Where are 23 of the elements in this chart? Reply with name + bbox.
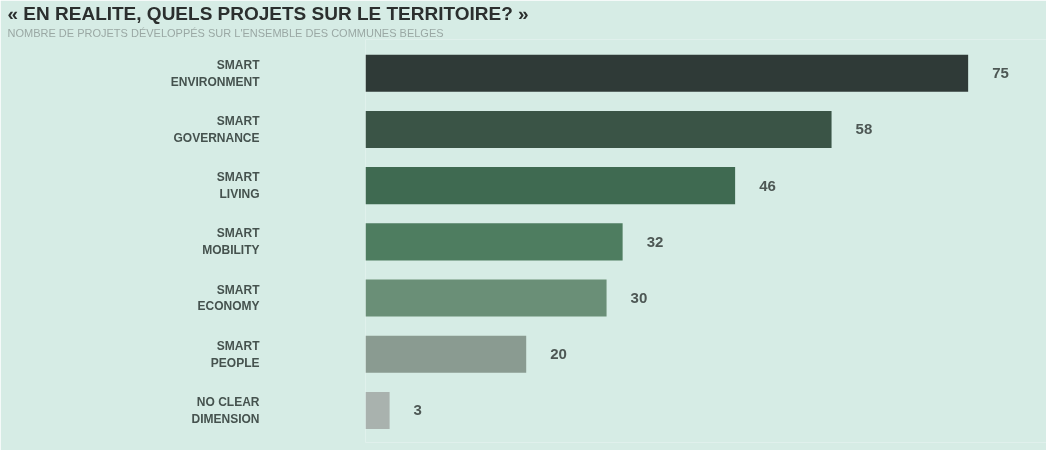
bar: [365, 54, 969, 92]
data-label: 32: [646, 232, 664, 250]
bar: [365, 110, 832, 148]
y-tick-label: SMART ECONOMY: [197, 282, 261, 314]
text: NOMBRE DE PROJETS DÉVELOPPÉS SUR L'ENSEMBLE DES COMMUNES BELGES: [7, 26, 444, 39]
y-tick-label: SMART GOVERNANCE: [173, 114, 261, 145]
bar: [365, 223, 623, 261]
data-label: 58: [855, 120, 873, 138]
y-tick-label: SMART MOBILITY: [202, 226, 261, 258]
bar: [365, 279, 607, 317]
y-tick-label: SMART ENVIRONMENT: [170, 57, 261, 89]
bar: [365, 167, 736, 205]
y-tick-label: SMART LIVING: [216, 170, 261, 202]
data-label: 46: [759, 176, 776, 194]
y-tick-label: SMART PEOPLE: [210, 338, 261, 370]
chart-title: « EN REALITE, QUELS PROJETS SUR LE TERRITOIRE? »: [7, 2, 529, 24]
bar: [365, 335, 527, 373]
data-label: 3: [413, 401, 422, 419]
data-label: 20: [550, 345, 567, 363]
bar: [365, 391, 390, 430]
data-label: 75: [992, 64, 1009, 82]
y-tick-label: NO CLEAR DIMENSION: [191, 395, 260, 426]
data-label: 30: [630, 289, 648, 307]
